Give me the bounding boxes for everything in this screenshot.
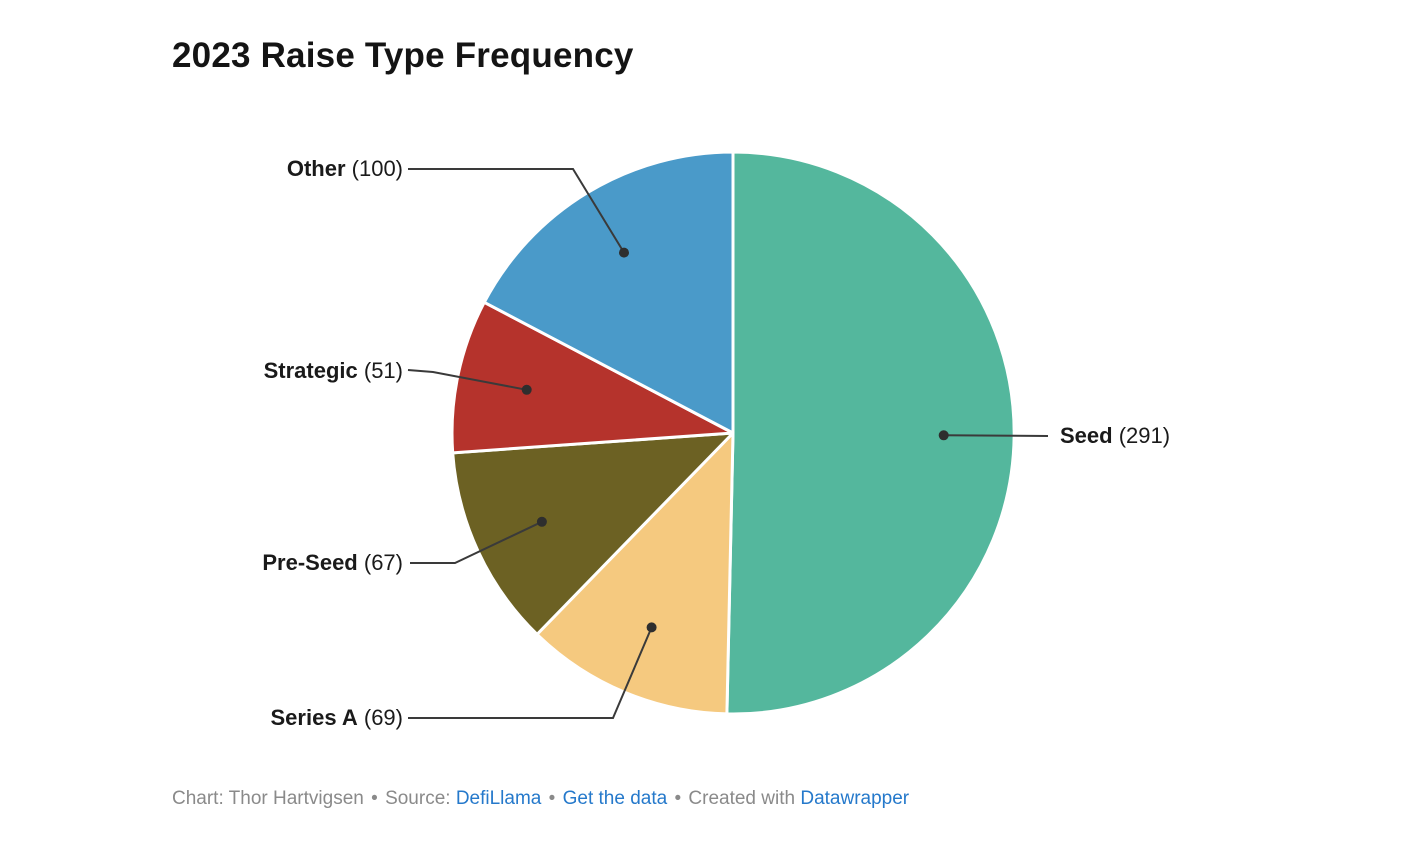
pie-slice-seed[interactable]	[725, 150, 1016, 716]
slice-label-seed-value: (291)	[1118, 423, 1171, 448]
leader-line-seriesa	[408, 627, 653, 719]
leader-line-seed	[943, 434, 1049, 437]
slice-label-preseed: Pre-Seed (67)	[262, 549, 403, 577]
slice-label-other: Other (100)	[287, 155, 403, 183]
footer: Chart: Thor Hartvigsen • Source: DefiLla…	[172, 788, 909, 810]
datawrapper-link[interactable]: Datawrapper	[800, 788, 910, 809]
pie-slice-strategic[interactable]	[450, 300, 735, 455]
slice-label-other-value: (100)	[351, 156, 403, 181]
slice-label-preseed-name: Pre-Seed	[262, 550, 358, 575]
slice-label-seed: Seed (291)	[1060, 422, 1170, 450]
slice-label-seed-name: Seed	[1060, 423, 1113, 448]
slice-label-strategic-value: (51)	[363, 358, 403, 383]
leader-dot-seed	[938, 430, 949, 441]
leader-line-preseed	[410, 520, 543, 564]
slice-label-seriesa-value: (69)	[363, 705, 403, 730]
get-the-data-link[interactable]: Get the data	[562, 788, 668, 809]
chart-title: 2023 Raise Type Frequency	[172, 36, 634, 75]
slice-label-strategic-name: Strategic	[263, 358, 358, 383]
slice-label-strategic: Strategic (51)	[264, 357, 403, 385]
slice-label-seriesa: Series A (69)	[271, 704, 404, 732]
slice-label-other-name: Other	[286, 156, 346, 181]
slice-label-seriesa-name: Series A	[270, 705, 358, 730]
footer-separator: •	[674, 788, 682, 809]
leader-line-other	[408, 168, 625, 254]
footer-credit: Chart: Thor Hartvigsen	[172, 788, 364, 809]
source-link[interactable]: DefiLlama	[455, 788, 542, 809]
footer-separator: •	[371, 788, 378, 809]
slice-label-preseed-value: (67)	[363, 550, 403, 575]
leader-dot-strategic	[521, 384, 532, 395]
leader-line-strategic	[407, 369, 527, 391]
footer-source-label: Source:	[385, 788, 451, 809]
leader-dot-preseed	[536, 516, 547, 527]
leader-dot-other	[619, 247, 629, 258]
footer-created-with: Created with	[688, 788, 796, 809]
footer-separator: •	[548, 788, 556, 809]
leader-dot-seriesa	[646, 622, 657, 633]
